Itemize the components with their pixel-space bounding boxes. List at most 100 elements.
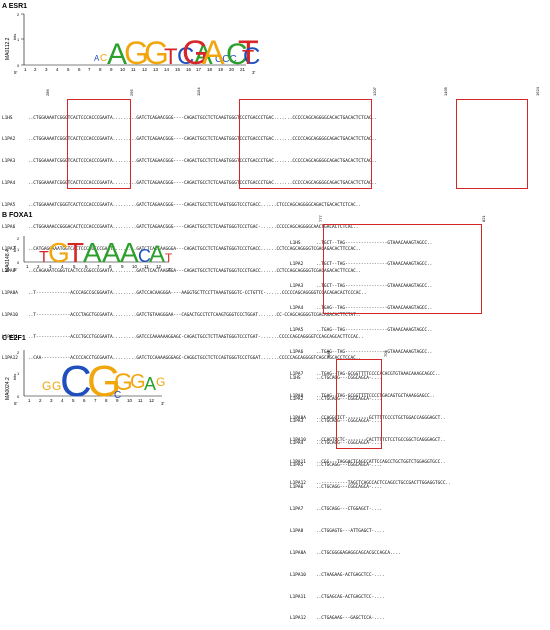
motif-box	[239, 99, 372, 189]
axis-number: 11	[131, 67, 136, 72]
logo-letter: A	[149, 241, 165, 268]
logo-letter: A	[102, 237, 121, 268]
sequence-logo-a: 2 1 0 A C A G G T C A CCC T	[17, 12, 259, 72]
alignment-row: L1PA3 ..TGCT--TAG----------------GTAAACAA…	[290, 284, 433, 290]
alignment-row: L1PA6 ..CTGCAGG---CGGCAGCA-....	[290, 485, 383, 491]
logo-letter: T	[238, 34, 259, 72]
axis-end: 3'	[168, 267, 172, 272]
axis-number: 17	[196, 67, 202, 72]
logo-letter: G	[144, 35, 169, 71]
logo-letter: G	[42, 379, 51, 393]
axis-end: 3'	[252, 70, 256, 75]
alignment-row: L1PA2 ..CTGCAGG---CGGCAGCA-....	[290, 397, 383, 403]
logo-letter: C	[177, 43, 194, 70]
axis-number: 4	[56, 67, 59, 72]
axis-number: 11	[144, 264, 149, 269]
alignment-row: L1PA7 ..TGAG--TAG-GCGGTTTTCCCCACACGTGTAAA…	[290, 371, 441, 377]
alignment-a: L1HS ..CTGGAAAATCGGGTCACTCCCACCCGAATA....…	[2, 100, 542, 370]
motif-id-c: MA0024.2	[5, 377, 11, 400]
position-tick: 1524	[535, 87, 540, 96]
sequence-logo-c: 2 1 0 G G C G G G A G C	[17, 350, 165, 402]
axis-end: 3'	[161, 401, 165, 406]
alignment-row: L1HS ..CTGGAAAATCGGGTCACTCCCACCCGAATA....…	[2, 115, 377, 121]
axis-number: 2	[34, 67, 37, 72]
axis-number: 21	[240, 67, 246, 72]
logo-letter: A	[194, 39, 213, 70]
alignment-row: L1PA7 ..CATGAGGAAATGGTCACTCCCGGCCCGAATA..…	[2, 246, 362, 252]
axis-number: 7	[97, 264, 100, 269]
position-tick: 1154	[196, 87, 201, 96]
logo-letter: C	[60, 357, 92, 402]
svg-text:2: 2	[17, 350, 20, 355]
logo-letter: A	[144, 374, 156, 394]
axis-number: 10	[132, 264, 138, 269]
axis-number: 3	[50, 398, 53, 403]
logo-letter: T	[165, 251, 173, 265]
alignment-row: L1PA8 ..CTGGAGTG---ATTGAGCT-....	[290, 528, 385, 534]
axis-number: 20	[229, 67, 235, 72]
logo-letter: C	[243, 43, 260, 68]
alignment-row: L1PA4 ..CTGGAAAATCGGGTCACTCCCACCCGAATA...…	[2, 181, 377, 187]
axis-number: 12	[149, 398, 155, 403]
position-tick: 681	[326, 350, 331, 357]
alignment-row: L1PA10 ..CCAGTGCTC--------CACTTTTCTCCTGCC…	[290, 437, 446, 443]
alignment-row: L1HS ..CTGCAGG---CGGCAGCA-....	[290, 375, 383, 381]
alignment-row: L1PA2 ..CTGGAAAATCGGGTCACTCCCACCCGAATA...…	[2, 137, 377, 143]
alignment-row: L1PA2 ..TGCT--TAG----------------GTAAACAA…	[290, 262, 433, 268]
position-tick: 286	[45, 89, 50, 96]
logo-axis-c: 5' 1 2 3 4 5 6 7 8 9 10 11 12 3'	[14, 398, 175, 408]
axis-number: 4	[61, 264, 64, 269]
alignment-row: L1PA3 ..CTGCAGG---CGGCAGCA-....	[290, 419, 383, 425]
axis-number: 5	[67, 67, 70, 72]
axis-number: 8	[99, 67, 102, 72]
svg-text:1: 1	[17, 37, 20, 42]
logo-letter: C	[226, 38, 248, 68]
position-tick: 295	[129, 89, 134, 96]
sequence-logo-a-right: G A C C	[182, 34, 260, 68]
logo-letter: C	[138, 246, 151, 266]
sequence-logo-b: 2 1 0 T G T A A A C A T	[17, 236, 173, 268]
axis-number: 16	[186, 67, 192, 72]
axis-number: 3	[45, 67, 48, 72]
logo-letter: G	[48, 237, 70, 268]
alignment-row: L1PA11 ..CTGAGCAG-ACTGAGCTCC-....	[290, 594, 385, 600]
alignment-row: L1PA8 ..TGAG--TAG-GCGGTTTTCCCCTGACAGTGCTA…	[290, 393, 435, 399]
axis-start: 5'	[14, 70, 18, 75]
alignment-row: L1PA4 ..TGAG--TAG----------------GTAAACAA…	[290, 306, 433, 312]
axis-number: 1	[28, 398, 31, 403]
logo-letter: G	[182, 34, 208, 68]
axis-number: 7	[88, 67, 91, 72]
axis-number: 15	[175, 67, 181, 72]
alignment-row: L1PA5 ..TGAG--TAG----------------GTAAACAA…	[290, 328, 433, 334]
logo-letter: T	[39, 249, 49, 266]
alignment-row: L1PA5 ..CTGCAGG---CGGCAGCA-....	[290, 463, 383, 469]
axis-number: 8	[105, 398, 108, 403]
svg-text:1: 1	[17, 371, 20, 376]
logo-letter: G	[52, 379, 61, 393]
axis-number: 11	[138, 398, 143, 403]
logo-letter: T	[164, 44, 177, 69]
axis-number: 14	[164, 67, 170, 72]
sequence-logo-a-tail: T	[242, 47, 254, 66]
motif-id-b: MA0148.4	[5, 249, 11, 272]
axis-start: 5'	[14, 401, 18, 406]
logo-letter: C	[100, 53, 107, 64]
alignment-row: L1PA3 ..CTGGAAAATCGGGTCACTCCCACCCGAATA...…	[2, 159, 377, 165]
axis-number: 6	[85, 264, 88, 269]
axis-number: 9	[121, 264, 124, 269]
alignment-row: L1PA10 ..T-------------ACCCTAGCTGCGAATA..…	[2, 312, 362, 318]
axis-start: 5'	[14, 267, 18, 272]
panel-label-b: B FOXA1	[2, 212, 33, 219]
axis-number: 2	[39, 398, 42, 403]
panel-label-c: C E2F1	[2, 335, 26, 342]
logo-letter: CCC	[215, 54, 237, 65]
position-tick: 705	[383, 350, 388, 357]
axis-number: 13	[153, 67, 159, 72]
logo-letter: G	[156, 375, 165, 389]
axis-number: 1	[26, 264, 29, 269]
alignment-row: L1PA12 ..CAA-----------ACCCCACCTGCGAATA..…	[2, 356, 362, 362]
panel-label-a: A ESR1	[2, 3, 28, 10]
axis-number: 8	[109, 264, 112, 269]
axis-number: 7	[94, 398, 97, 403]
alignment-row: L1PA6 ..CTGGAAAACCGGGACACTCCCACCCGAATA...…	[2, 225, 359, 231]
